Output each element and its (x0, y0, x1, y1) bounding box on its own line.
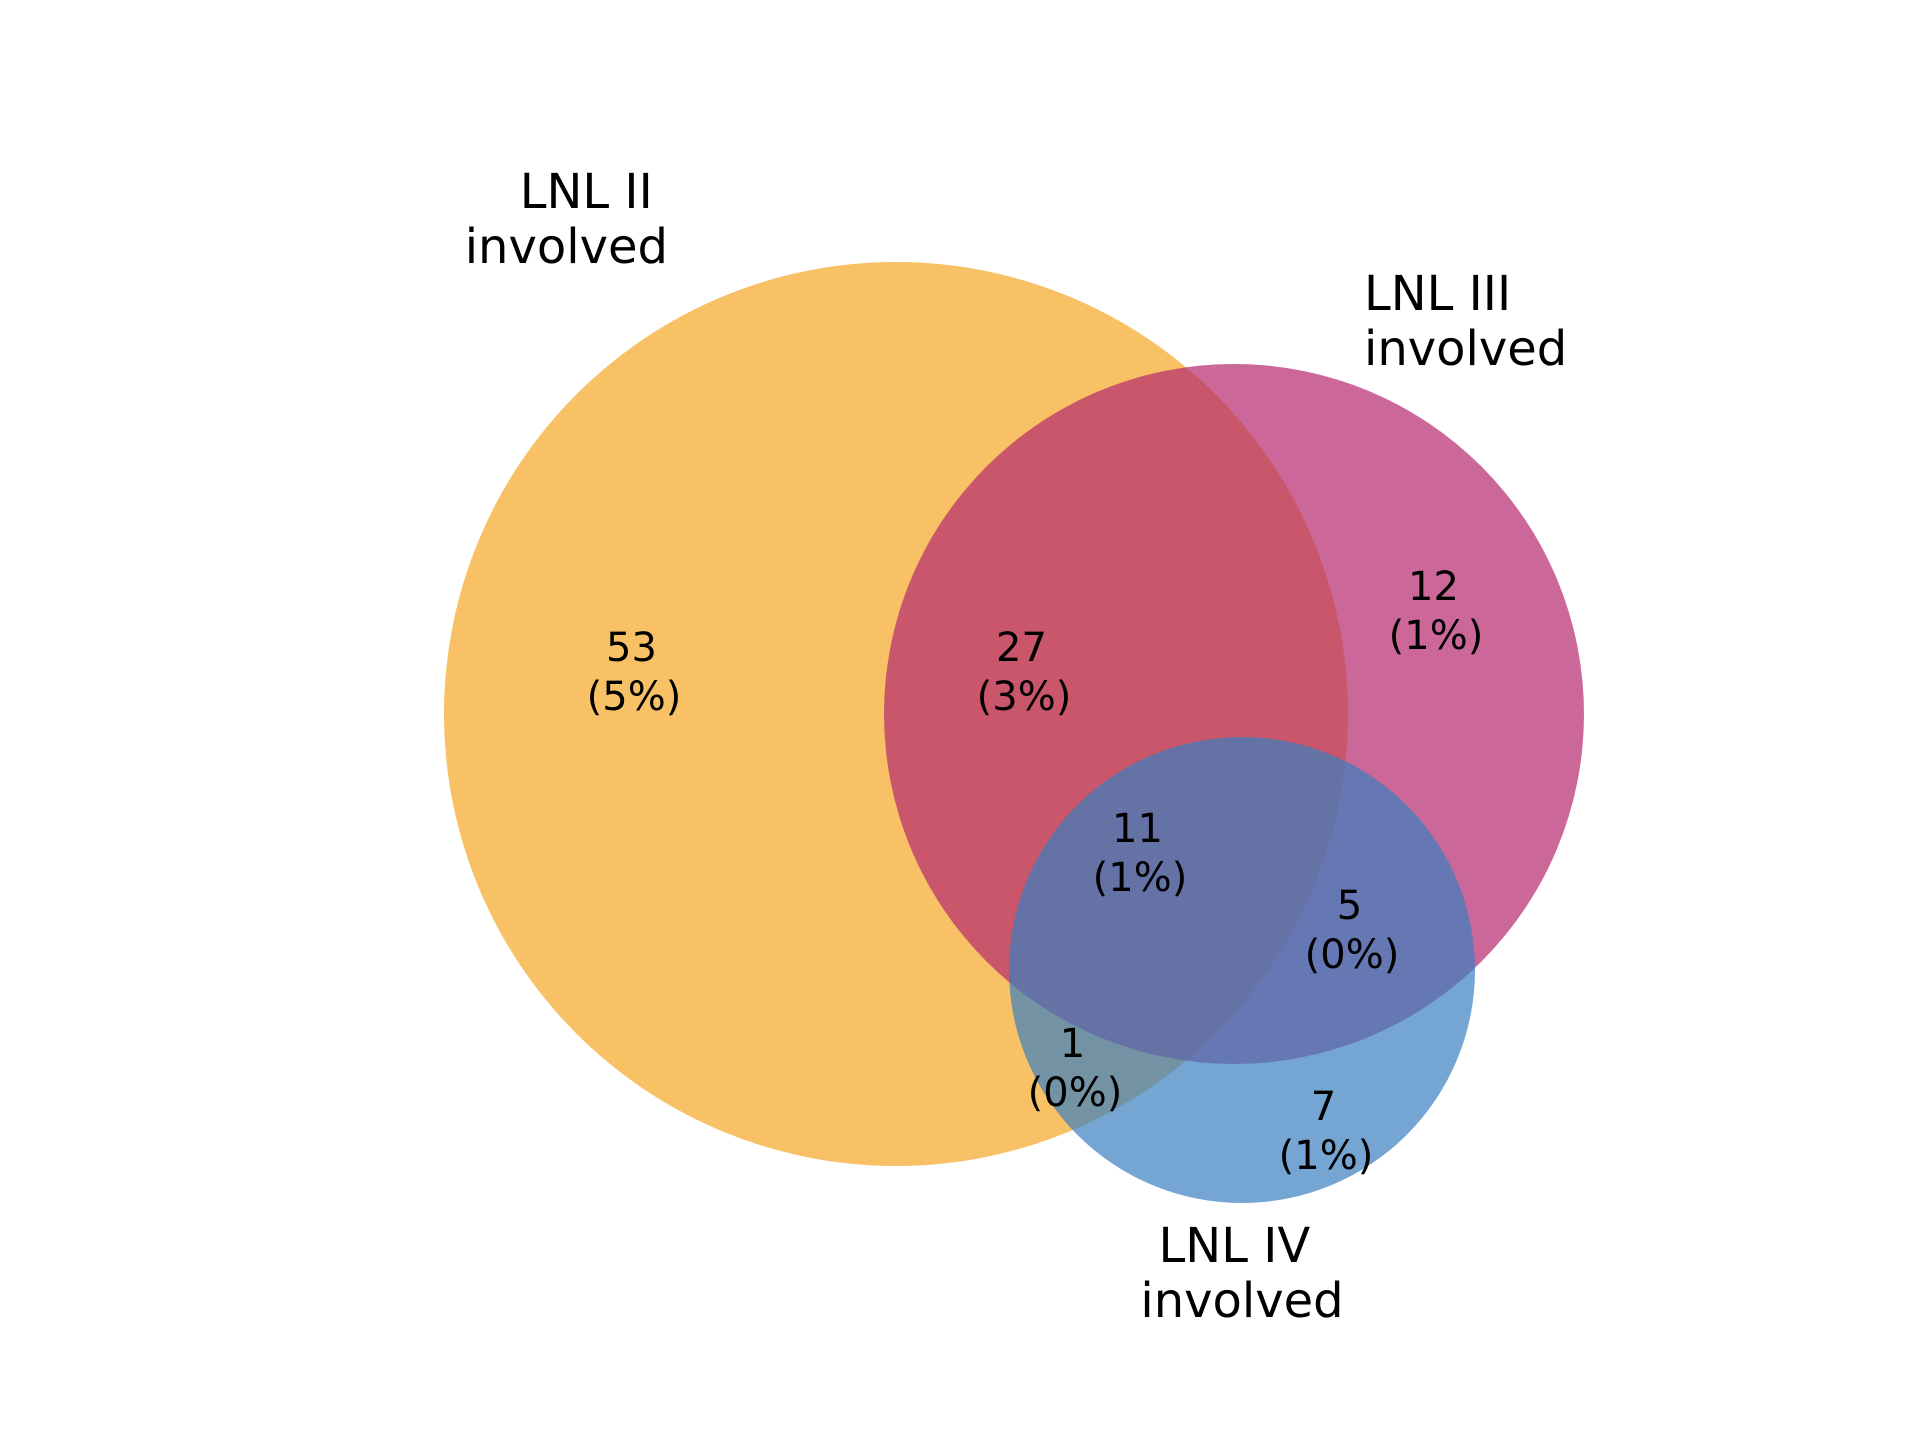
region-labels: 53 (5%) 27 (3%) 12 (1%) 11 (1%) 5 (0%) 1… (587, 564, 1484, 1179)
set-label-lnl3-line1: LNL III (1364, 266, 1511, 322)
region-count: 27 (996, 625, 1047, 671)
set-label-lnl2-line1: LNL II (520, 164, 653, 220)
set-label-lnl4-line2: involved (1140, 1273, 1343, 1329)
region-count: 12 (1408, 564, 1459, 610)
region-percent: (1%) (1279, 1133, 1374, 1179)
region-percent: (0%) (1305, 932, 1400, 978)
region-lnl2-lnl4: 1 (0%) (1028, 1021, 1123, 1116)
region-count: 11 (1112, 806, 1163, 852)
region-percent: (3%) (977, 674, 1072, 720)
set-label-lnl3: LNL III involved (1364, 266, 1567, 377)
region-percent: (1%) (1389, 613, 1484, 659)
region-lnl4-only: 7 (1%) (1279, 1084, 1374, 1179)
set-labels: LNL II involved LNL III involved LNL IV … (465, 164, 1568, 1329)
set-label-lnl2-line2: involved (465, 219, 668, 275)
region-count: 53 (606, 625, 657, 671)
region-percent: (5%) (587, 674, 682, 720)
set-label-lnl4: LNL IV involved (1140, 1218, 1343, 1329)
region-lnl2-only: 53 (5%) (587, 625, 682, 720)
region-percent: (0%) (1028, 1070, 1123, 1116)
region-lnl2-lnl3: 27 (3%) (977, 625, 1072, 720)
region-lnl2-lnl3-lnl4: 11 (1%) (1093, 806, 1188, 901)
set-label-lnl3-line2: involved (1364, 321, 1567, 377)
region-count: 1 (1060, 1021, 1085, 1067)
region-percent: (1%) (1093, 855, 1188, 901)
region-lnl3-only: 12 (1%) (1389, 564, 1484, 659)
region-count: 5 (1337, 883, 1362, 929)
set-circle-lnl4 (1009, 737, 1475, 1203)
venn-circles (444, 262, 1584, 1203)
set-label-lnl2: LNL II involved (465, 164, 668, 275)
region-count: 7 (1311, 1084, 1336, 1130)
set-label-lnl4-line1: LNL IV (1159, 1218, 1311, 1274)
region-lnl3-lnl4: 5 (0%) (1305, 883, 1400, 978)
